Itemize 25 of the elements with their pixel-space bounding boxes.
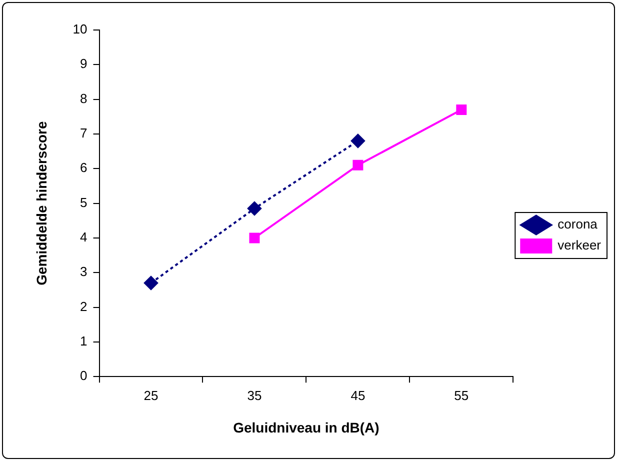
y-tick-label: 10 bbox=[72, 22, 88, 37]
x-tick-label: 45 bbox=[350, 388, 366, 403]
x-tick-label: 55 bbox=[454, 388, 469, 403]
y-axis-title: Gemiddelde hinderscore bbox=[33, 121, 50, 286]
y-tick-label: 0 bbox=[80, 368, 88, 384]
point bbox=[247, 202, 262, 216]
point bbox=[249, 232, 260, 244]
x-tick-label: 35 bbox=[247, 388, 262, 403]
x-axis-title: Geluidniveau in dB(A) bbox=[233, 419, 380, 436]
y-tick-label: 7 bbox=[80, 126, 88, 141]
y-tick-label: 6 bbox=[80, 160, 88, 176]
point bbox=[144, 276, 158, 290]
legend-label: verkeer bbox=[558, 238, 602, 253]
y-tick-label: 8 bbox=[80, 90, 88, 106]
y-tick-label: 5 bbox=[80, 194, 88, 210]
point bbox=[456, 104, 467, 115]
point bbox=[352, 160, 364, 170]
y-tick-label: 3 bbox=[80, 264, 88, 280]
legend-label: corona bbox=[558, 216, 598, 232]
x-tick-label: 25 bbox=[144, 388, 158, 403]
y-tick-label: 2 bbox=[80, 298, 88, 314]
y-tick-label: 9 bbox=[80, 56, 88, 72]
y-tick-label: 4 bbox=[80, 230, 88, 245]
y-tick-label: 1 bbox=[80, 334, 88, 349]
point bbox=[350, 134, 365, 148]
